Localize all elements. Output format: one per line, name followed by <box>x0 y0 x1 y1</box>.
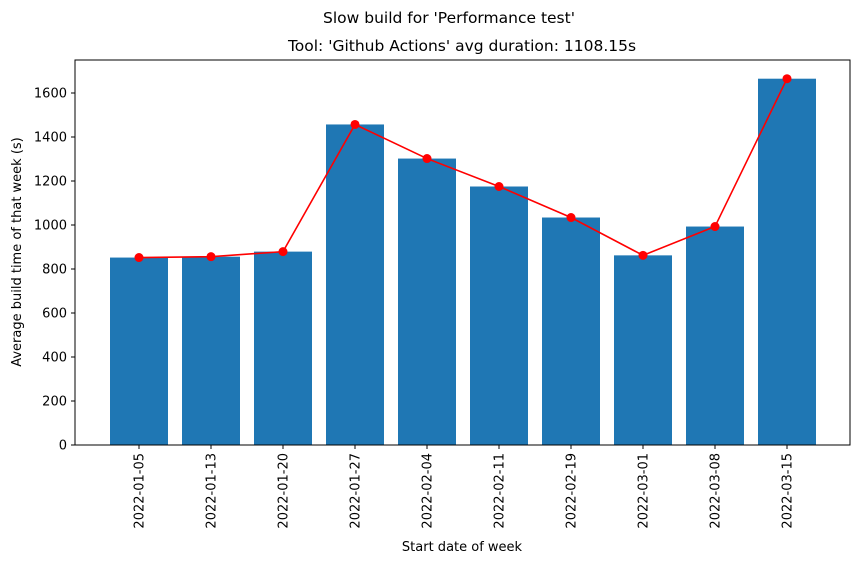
line-point <box>782 74 792 84</box>
x-axis: 2022-01-05 2022-01-13 2022-01-20 2022-01-27… <box>133 445 796 529</box>
line-series <box>134 74 792 263</box>
y-tick-label: 200 <box>42 395 67 410</box>
y-tick-label: 600 <box>42 307 67 322</box>
y-tick-label: 0 <box>59 439 67 454</box>
bar <box>398 158 456 445</box>
x-tick-label: 2022-02-19 <box>565 453 580 529</box>
bar <box>686 226 744 445</box>
bar <box>542 217 600 445</box>
bar-series <box>110 78 816 446</box>
y-tick-label: 1600 <box>34 87 67 102</box>
line-point <box>494 182 504 191</box>
y-axis: 0 200 400 600 800 1000 1200 1400 1600 <box>34 87 75 454</box>
x-tick-label: 2022-01-27 <box>349 453 364 529</box>
bar <box>254 251 312 445</box>
y-axis-label: Average build time of that week (s) <box>10 137 25 367</box>
chart-suptitle: Slow build for 'Performance test' <box>323 9 575 27</box>
line-point <box>278 247 288 257</box>
y-tick-label: 1000 <box>34 219 67 234</box>
x-tick-label: 2022-02-04 <box>421 453 436 529</box>
line-point <box>134 253 144 263</box>
line-point <box>638 250 648 260</box>
y-tick-label: 400 <box>42 351 67 366</box>
x-tick-label: 2022-03-15 <box>781 453 796 529</box>
bar <box>614 255 672 445</box>
line-point <box>710 222 720 232</box>
trend-line <box>138 78 788 259</box>
plot-area-frame <box>74 59 851 446</box>
x-tick-label: 2022-02-11 <box>493 453 508 529</box>
x-axis-label: Start date of week <box>402 540 523 555</box>
line-point <box>566 213 576 223</box>
bar <box>326 124 384 446</box>
x-tick-label: 2022-01-05 <box>133 453 148 529</box>
bar <box>110 257 168 445</box>
line-point <box>206 252 216 262</box>
x-tick-label: 2022-01-20 <box>277 453 292 529</box>
bar <box>470 186 528 445</box>
bar <box>758 78 816 445</box>
y-tick-label: 1400 <box>34 131 67 146</box>
x-tick-label: 2022-01-13 <box>205 453 220 529</box>
x-tick-label: 2022-03-01 <box>637 453 652 529</box>
y-tick-label: 800 <box>42 263 67 278</box>
y-tick-label: 1200 <box>34 175 67 190</box>
line-point <box>422 154 432 164</box>
line-point <box>350 119 360 129</box>
bar <box>182 256 240 445</box>
chart-title: Tool: 'Github Actions' avg duration: 110… <box>287 37 636 55</box>
x-tick-label: 2022-03-08 <box>709 453 724 529</box>
